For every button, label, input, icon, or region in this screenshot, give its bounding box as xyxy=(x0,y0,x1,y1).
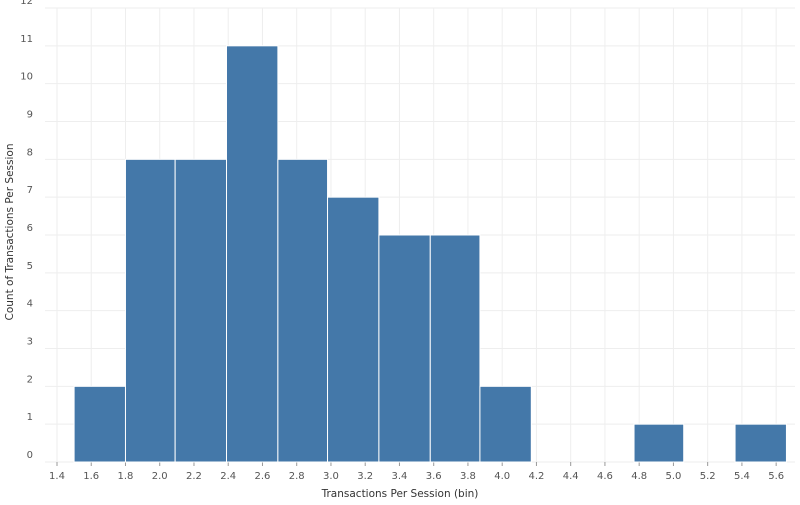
x-tick-label: 5.0 xyxy=(665,471,681,482)
bar xyxy=(327,196,380,463)
y-tick-label: 4 xyxy=(27,299,33,310)
y-tick-label: 9 xyxy=(27,110,33,121)
y-tick-label: 2 xyxy=(27,374,33,385)
x-tick-label: 4.4 xyxy=(563,471,579,482)
x-tick-label: 2.6 xyxy=(255,471,271,482)
x-tick-label: 3.6 xyxy=(426,471,442,482)
x-tick-label: 2.8 xyxy=(289,471,305,482)
y-tick-label: 10 xyxy=(20,72,33,83)
x-tick-label: 5.2 xyxy=(700,471,716,482)
x-tick-label: 1.8 xyxy=(118,471,134,482)
y-tick-label: 7 xyxy=(27,185,33,196)
x-tick-label: 2.4 xyxy=(220,471,236,482)
x-axis-title: Transactions Per Session (bin) xyxy=(321,488,479,500)
y-tick-label: 3 xyxy=(27,337,33,348)
bar xyxy=(479,385,532,463)
x-tick-label: 3.0 xyxy=(323,471,339,482)
x-tick-label: 5.4 xyxy=(734,471,750,482)
y-tick-label: 5 xyxy=(27,261,33,272)
bar xyxy=(124,158,176,463)
bar xyxy=(277,158,329,463)
x-tick-label: 2.0 xyxy=(152,471,168,482)
x-tick-label: 4.6 xyxy=(597,471,613,482)
y-tick-label: 8 xyxy=(27,147,33,158)
bar xyxy=(429,234,481,463)
bar xyxy=(174,158,228,463)
bar xyxy=(226,45,279,463)
x-tick-label: 1.4 xyxy=(49,471,65,482)
x-tick-label: 3.4 xyxy=(391,471,407,482)
y-tick-label: 1 xyxy=(27,412,33,423)
y-tick-label: 11 xyxy=(20,34,33,45)
x-tick-label: 2.2 xyxy=(186,471,202,482)
y-tick-label: 6 xyxy=(27,223,33,234)
x-tick-label: 4.2 xyxy=(528,471,544,482)
bar xyxy=(378,234,431,463)
x-tick-label: 1.6 xyxy=(83,471,99,482)
y-tick-label: 12 xyxy=(20,0,33,7)
x-tick-label: 4.0 xyxy=(494,471,510,482)
x-tick-label: 3.2 xyxy=(357,471,373,482)
y-axis-title: Count of Transactions Per Session xyxy=(4,144,16,321)
bar xyxy=(734,423,787,463)
x-tick-label: 3.8 xyxy=(460,471,476,482)
bar xyxy=(633,423,685,463)
bar xyxy=(73,385,126,463)
x-tick-label: 4.8 xyxy=(631,471,647,482)
x-tick-label: 5.6 xyxy=(768,471,784,482)
y-tick-label: 0 xyxy=(27,450,33,461)
